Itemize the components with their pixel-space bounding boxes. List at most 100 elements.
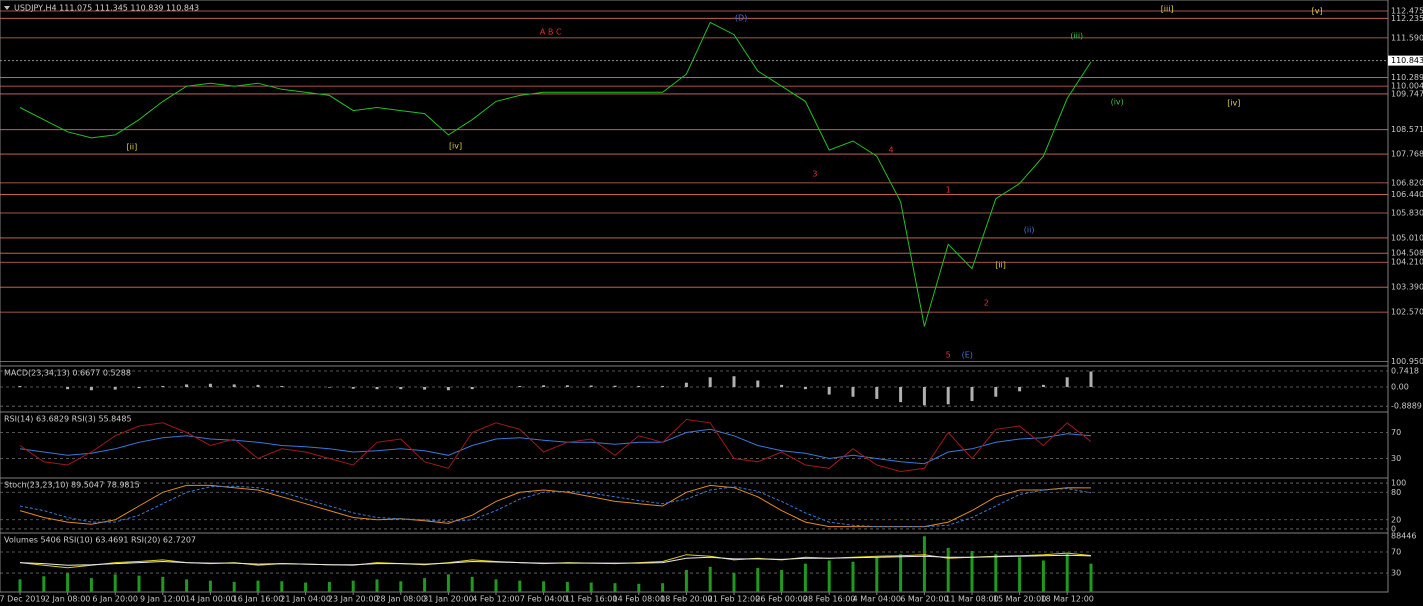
bar	[518, 385, 522, 388]
bar	[661, 385, 665, 388]
bar	[994, 554, 998, 592]
y-tick-label: 100	[1391, 479, 1406, 488]
series-line	[19, 554, 1092, 566]
y-tick-label: 100.950	[1391, 357, 1423, 366]
wave-label: A B C	[540, 28, 562, 37]
x-tick-label: 6 Jan 20:00	[92, 595, 138, 604]
x-tick-label: 28 Feb 16:00	[803, 595, 855, 604]
y-tick-label: 105.010	[1391, 233, 1423, 242]
bar	[518, 580, 522, 592]
bar	[232, 581, 236, 592]
bar	[256, 580, 260, 592]
bar	[994, 387, 998, 397]
bar	[922, 387, 926, 406]
y-tick-label: 30	[1391, 569, 1401, 578]
wave-label: (iii)	[1070, 32, 1083, 41]
bar	[18, 385, 22, 388]
x-tick-label: 2 Jan 08:00	[45, 595, 91, 604]
x-tick-label: 15 Mar 20:00	[993, 595, 1046, 604]
bar	[42, 576, 46, 592]
series-line	[19, 552, 1092, 569]
x-tick-label: 21 Jan 04:00	[280, 595, 331, 604]
bar	[708, 566, 712, 592]
bar	[1041, 560, 1045, 592]
bar	[161, 385, 165, 388]
bar	[946, 547, 950, 592]
bar	[327, 387, 331, 388]
bar	[256, 384, 260, 388]
x-tick-label: 14 Feb 08:00	[613, 595, 665, 604]
y-tick-label: 109.747	[1391, 89, 1423, 98]
x-tick-label: 18 Feb 20:00	[660, 595, 712, 604]
wave-label: 5	[946, 350, 951, 359]
x-tick-label: 14 Jan 00:00	[185, 595, 236, 604]
bar	[18, 579, 22, 592]
bar	[280, 385, 284, 388]
x-tick-label: 6 Mar 20:00	[900, 595, 948, 604]
x-tick-label: 4 Feb 12:00	[472, 595, 519, 604]
bar	[423, 578, 427, 592]
wave-label: 3	[812, 170, 817, 179]
bar	[375, 387, 379, 390]
y2-tick-label: 88446	[1391, 532, 1416, 541]
bar	[89, 578, 93, 592]
bar	[708, 377, 712, 388]
menu-icon[interactable]	[4, 6, 10, 10]
bar	[613, 385, 617, 388]
x-tick-label: 27 Dec 2019	[0, 595, 46, 604]
bar	[542, 581, 546, 592]
bar	[970, 551, 974, 592]
bar	[208, 580, 212, 592]
bar	[351, 387, 355, 389]
panel-title: Volumes 5406 RSI(10) 63.4691 RSI(20) 62.…	[4, 536, 196, 545]
bar	[565, 385, 569, 388]
bar	[875, 387, 879, 399]
y-tick-label: 107.768	[1391, 150, 1423, 159]
bar	[732, 573, 736, 592]
x-tick-label: 18 Mar 12:00	[1040, 595, 1093, 604]
bar	[542, 385, 546, 388]
bar	[280, 581, 284, 592]
bar	[161, 576, 165, 592]
bar	[232, 384, 236, 388]
bar	[922, 536, 926, 592]
bar	[66, 387, 70, 390]
wave-label: (D)	[735, 14, 747, 23]
bar	[423, 387, 427, 390]
y-tick-label: 80	[1391, 488, 1401, 497]
bar	[970, 387, 974, 402]
bar	[613, 583, 617, 592]
series-line	[19, 485, 1092, 528]
bar	[470, 387, 474, 390]
x-tick-label: 11 Feb 16:00	[565, 595, 617, 604]
bar	[66, 573, 70, 592]
x-tick-label: 26 Feb 00:00	[755, 595, 807, 604]
bar	[851, 387, 855, 397]
bar	[661, 583, 665, 592]
bar	[1065, 554, 1069, 592]
bar	[446, 387, 450, 391]
x-tick-label: 23 Jan 20:00	[328, 595, 379, 604]
wave-label: 1	[946, 185, 951, 194]
wave-label: (ii)	[1024, 226, 1035, 235]
bar	[756, 568, 760, 592]
y-tick-label: -0.8889	[1391, 402, 1422, 411]
bar	[351, 580, 355, 592]
bar	[899, 387, 903, 403]
x-tick-label: 4 Mar 04:00	[853, 595, 901, 604]
bar	[780, 384, 784, 388]
bar	[875, 557, 879, 592]
wave-label: [iii]	[1161, 5, 1174, 14]
wave-label: [v]	[1312, 6, 1323, 15]
bar	[637, 583, 641, 592]
last-price-box	[1388, 55, 1423, 66]
x-tick-label: 31 Jan 20:00	[423, 595, 474, 604]
bar	[565, 581, 569, 592]
bar	[589, 385, 593, 388]
bar	[137, 387, 141, 389]
y-tick-label: 104.508	[1391, 249, 1423, 258]
bar	[803, 387, 807, 390]
series-line	[19, 418, 1092, 473]
plot-frame	[0, 0, 1389, 593]
